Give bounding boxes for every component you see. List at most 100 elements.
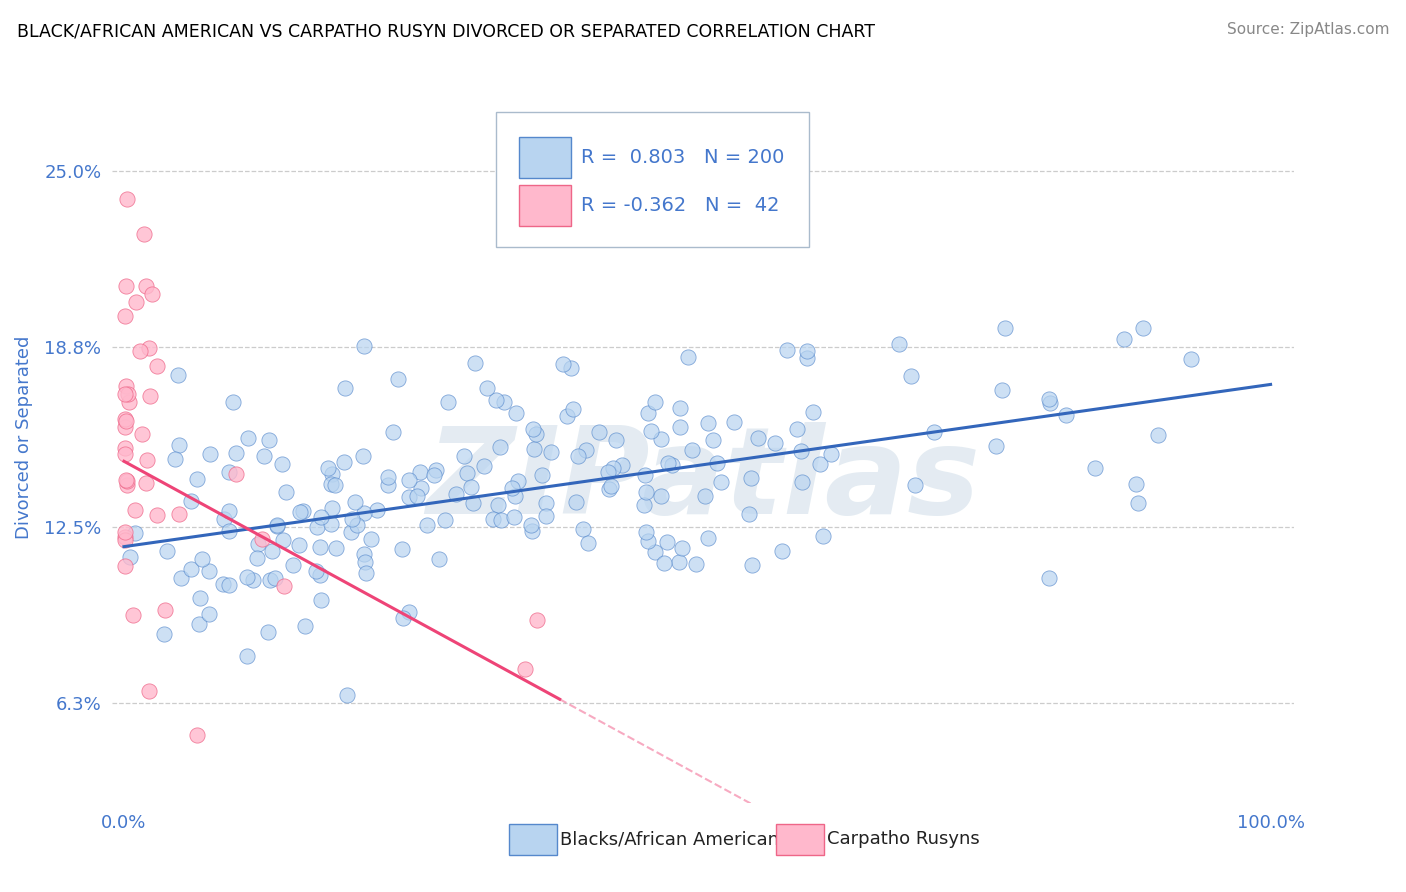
Point [225, 446, 247, 460]
Point [321, 500, 343, 515]
Point [325, 541, 347, 556]
Point [792, 475, 814, 489]
Text: R =  0.803   N = 200: R = 0.803 N = 200 [581, 148, 785, 167]
Point [763, 436, 786, 450]
Point [335, 381, 357, 395]
Point [598, 482, 620, 496]
Point [801, 405, 824, 419]
Point [786, 422, 808, 436]
Point [117, 386, 139, 401]
Point [253, 449, 276, 463]
Point [740, 471, 762, 485]
Point [167, 438, 190, 452]
Point [575, 443, 598, 458]
Point [602, 461, 624, 475]
Point [922, 425, 945, 439]
Point [247, 537, 270, 551]
Point [266, 518, 288, 533]
Point [186, 728, 208, 742]
Point [134, 227, 156, 242]
Point [316, 460, 339, 475]
Point [114, 447, 136, 461]
Point [294, 618, 316, 632]
Point [460, 480, 482, 494]
Point [352, 450, 374, 464]
Point [775, 343, 797, 358]
Point [114, 530, 136, 544]
Point [377, 470, 399, 484]
Text: Carpatho Rusyns: Carpatho Rusyns [827, 830, 980, 848]
Point [710, 475, 733, 490]
Point [138, 341, 160, 355]
Point [650, 432, 672, 446]
Text: ZIPatlas: ZIPatlas [426, 423, 980, 540]
Point [526, 613, 548, 627]
Y-axis label: Divorced or Separated: Divorced or Separated [15, 335, 32, 539]
Point [697, 532, 720, 546]
Point [114, 309, 136, 323]
Point [222, 395, 245, 409]
Point [640, 424, 662, 438]
Point [167, 507, 190, 521]
Point [212, 512, 235, 526]
Point [128, 343, 150, 358]
Point [114, 387, 136, 401]
Point [1126, 496, 1149, 510]
Point [534, 508, 557, 523]
Point [170, 571, 193, 585]
Point [503, 510, 526, 524]
Point [281, 558, 304, 573]
Point [485, 392, 508, 407]
Point [340, 525, 363, 540]
Point [702, 433, 724, 447]
Point [115, 473, 138, 487]
Point [741, 558, 763, 572]
Point [456, 466, 478, 480]
Point [522, 423, 544, 437]
Point [491, 513, 513, 527]
Point [523, 442, 546, 456]
Point [706, 456, 728, 470]
Point [118, 394, 141, 409]
Point [136, 453, 159, 467]
Point [323, 477, 346, 491]
Point [524, 426, 547, 441]
Point [669, 420, 692, 434]
Point [644, 394, 666, 409]
Point [308, 568, 330, 582]
Point [235, 570, 257, 584]
Point [271, 533, 294, 548]
Point [434, 513, 457, 527]
Point [309, 593, 332, 607]
Point [671, 541, 693, 555]
Point [124, 503, 146, 517]
Point [332, 455, 354, 469]
Point [146, 359, 169, 373]
Point [377, 477, 399, 491]
Point [212, 577, 235, 591]
Point [236, 648, 259, 663]
Point [598, 466, 620, 480]
Point [263, 571, 285, 585]
Point [572, 522, 595, 536]
Point [515, 662, 537, 676]
Point [600, 479, 623, 493]
Point [366, 503, 388, 517]
Point [453, 449, 475, 463]
Point [353, 555, 375, 569]
FancyBboxPatch shape [496, 112, 810, 247]
Point [437, 395, 460, 409]
Point [668, 555, 690, 569]
Point [900, 369, 922, 384]
Point [336, 688, 359, 702]
Point [124, 525, 146, 540]
Point [520, 517, 543, 532]
Point [321, 467, 343, 482]
Point [475, 381, 498, 395]
Point [346, 517, 368, 532]
Point [180, 562, 202, 576]
Point [406, 490, 429, 504]
FancyBboxPatch shape [519, 186, 571, 227]
Point [425, 463, 447, 477]
Point [820, 448, 842, 462]
